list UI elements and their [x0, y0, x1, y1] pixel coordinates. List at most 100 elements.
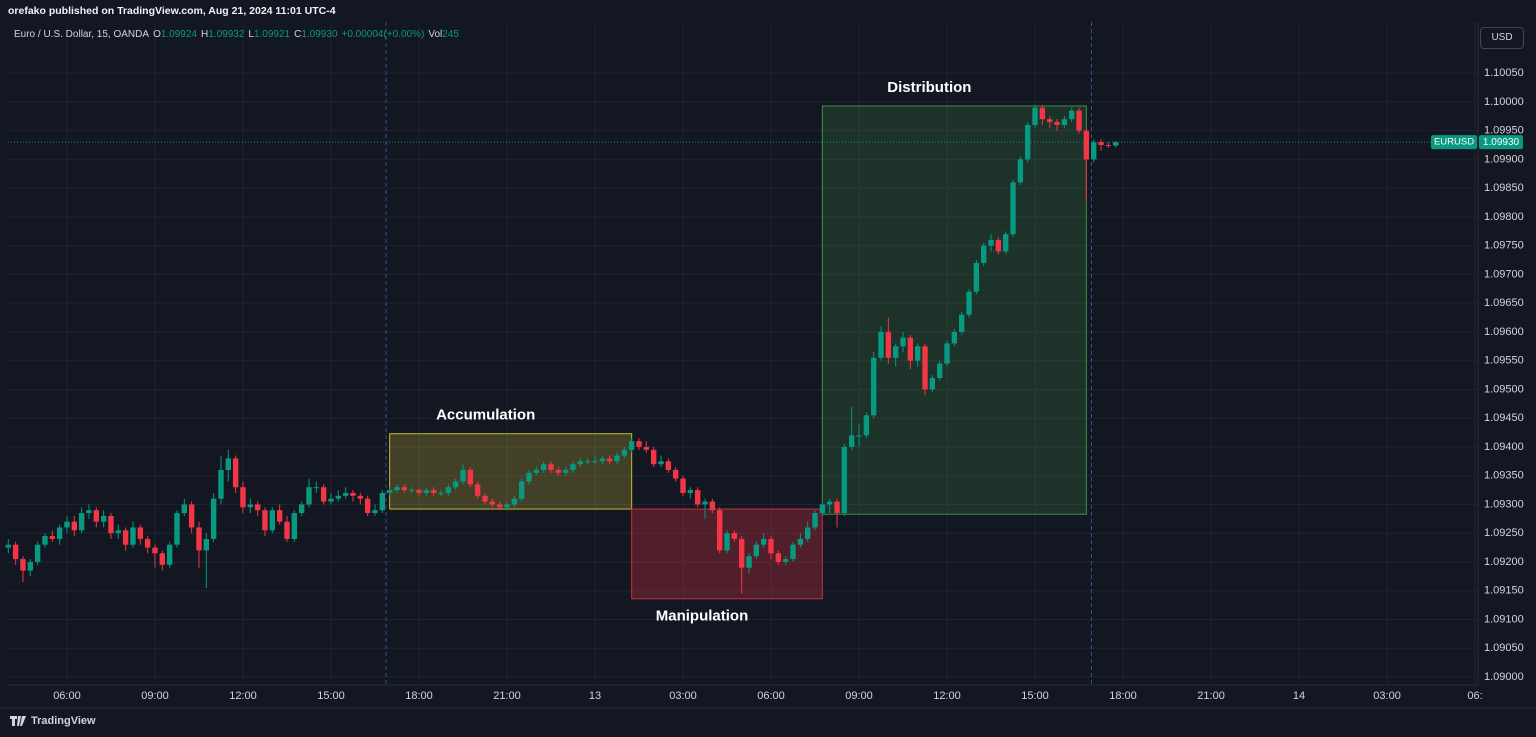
x-tick-label: 15:00 — [317, 690, 345, 702]
candle-body — [592, 461, 598, 463]
candle-body — [1091, 142, 1097, 160]
candle-body — [665, 461, 672, 470]
y-tick-label: 1.09400 — [1484, 441, 1524, 453]
candle-body — [159, 553, 166, 565]
candle-body — [628, 441, 635, 450]
candle-body — [504, 504, 510, 508]
candle-body — [562, 469, 569, 473]
x-tick-label: 14 — [1293, 690, 1305, 702]
candle-body — [291, 513, 298, 539]
candle-body — [988, 239, 994, 246]
candle-body — [394, 487, 400, 491]
candle-body — [122, 530, 129, 545]
x-tick-label: 12:00 — [933, 690, 961, 702]
candle-body — [379, 492, 386, 511]
candle-body — [12, 544, 19, 560]
candle-body — [93, 510, 99, 522]
candle-body — [614, 455, 620, 462]
candle-body — [452, 481, 459, 488]
ohlc-item: L1.09921 — [248, 29, 290, 40]
x-tick-label: 09:00 — [845, 690, 873, 702]
candle-body — [944, 343, 950, 364]
candle-body — [760, 538, 767, 545]
candle-body — [174, 513, 180, 545]
candle-body — [467, 469, 474, 485]
candle-body — [372, 510, 378, 514]
candle-body — [430, 490, 437, 493]
publisher: orefako published on TradingView.com, Au… — [8, 5, 336, 17]
candle-body — [599, 458, 606, 462]
candle-body — [86, 510, 92, 514]
candle-body — [350, 492, 356, 496]
candle-body — [49, 536, 55, 539]
y-tick-label: 1.09500 — [1484, 383, 1524, 395]
candle-body — [951, 331, 958, 344]
x-tick-label: 06:00 — [53, 690, 81, 702]
candle-body — [269, 510, 276, 531]
symbol-legend: Euro / U.S. Dollar, 15, OANDA O1.09924 H1… — [14, 29, 459, 40]
y-tick-label: 1.09100 — [1484, 613, 1524, 625]
zone-label: Distribution — [887, 79, 971, 96]
candle-body — [936, 363, 943, 378]
candle-body — [1032, 107, 1038, 125]
candle-body — [746, 556, 752, 568]
logo — [10, 716, 26, 726]
candle-body — [804, 527, 811, 539]
candle-body — [643, 446, 650, 450]
candle-body — [782, 559, 789, 562]
candle-body — [130, 527, 136, 545]
candle-body — [34, 544, 41, 562]
candle-body — [1017, 159, 1024, 183]
candle-body — [856, 435, 862, 437]
candle-body — [812, 513, 818, 528]
candle-body — [64, 521, 70, 528]
candle-body — [5, 544, 11, 548]
candle-body — [826, 501, 833, 505]
candle-body — [342, 492, 349, 496]
candle-body — [401, 487, 408, 491]
candle-body — [71, 521, 77, 531]
price-tag-symbol: EURUSD — [1434, 137, 1474, 148]
y-tick-label: 1.09650 — [1484, 297, 1524, 309]
candle-body — [254, 504, 261, 511]
candle-body — [438, 492, 444, 494]
candle-body — [313, 487, 320, 489]
ohlc-key: O — [153, 29, 161, 40]
candle-body — [973, 262, 980, 292]
candle-body — [929, 377, 936, 390]
ohlc: O1.09924 H1.09932 L1.09921 C1.09930 — [153, 29, 337, 40]
candle-body — [489, 501, 496, 505]
candle-body — [540, 464, 547, 470]
x-tick-label: 21:00 — [1197, 690, 1225, 702]
y-tick-label: 1.09800 — [1484, 211, 1524, 223]
currency-button[interactable]: USD — [1480, 27, 1524, 49]
candle-body — [1098, 142, 1104, 146]
candle-body — [1002, 234, 1009, 252]
y-tick-label: 1.09700 — [1484, 268, 1524, 280]
candle-body — [922, 346, 928, 390]
candle-body — [1113, 142, 1119, 146]
candle-body — [584, 461, 591, 463]
candle-body — [914, 346, 921, 361]
candle-body — [1076, 110, 1082, 131]
price-tag-value: 1.09930 — [1483, 137, 1520, 148]
y-tick-label: 1.09750 — [1484, 240, 1524, 252]
candle-body — [276, 510, 283, 522]
candle-body — [570, 464, 576, 470]
brand: TradingView — [31, 715, 96, 727]
candle-body — [885, 331, 892, 358]
candle-body — [848, 435, 855, 447]
y-tick-label: 1.09300 — [1484, 498, 1524, 510]
candle-body — [606, 458, 613, 462]
candle-body — [203, 538, 210, 551]
candle-body — [474, 484, 481, 496]
x-tick-label: 18:00 — [1109, 690, 1137, 702]
zone — [821, 105, 1087, 515]
candle-body — [108, 515, 114, 534]
candle-body — [790, 544, 796, 560]
candle-body — [841, 446, 848, 514]
candle-body — [225, 458, 232, 470]
ohlc-key: L — [248, 29, 254, 40]
price-axis-bg — [1478, 0, 1536, 737]
